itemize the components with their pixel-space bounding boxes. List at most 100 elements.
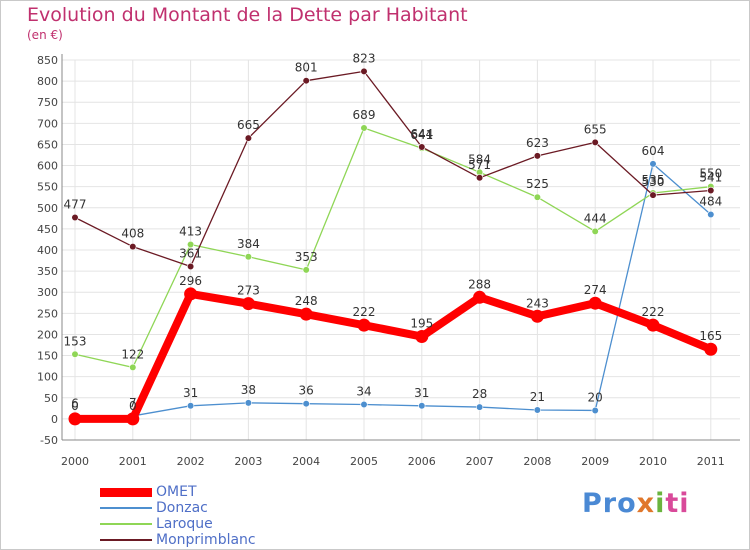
data-label-monprimblanc: 571 [468,158,491,172]
data-label-donzac: 28 [472,387,487,401]
data-point-omet [68,412,82,426]
data-label-monprimblanc: 823 [353,51,376,65]
data-point-laroque [591,227,599,236]
data-label-laroque: 525 [526,177,549,191]
data-point-omet [473,290,487,304]
legend-item-monprimblanc: Monprimblanc [100,532,360,548]
y-tick-label: 150 [37,350,58,363]
y-tick-label: 450 [37,223,58,236]
legend-item-laroque: Laroque [100,516,360,532]
y-tick-label: 600 [37,160,58,173]
data-label-monprimblanc: 408 [121,227,144,241]
logo-part-3: i [655,488,666,519]
data-label-monprimblanc: 801 [295,61,318,75]
data-point-donzac [302,400,310,408]
data-label-donzac: 484 [699,195,722,209]
x-tick-label: 2005 [350,455,378,468]
y-tick-label: 250 [37,307,58,320]
data-label-omet: 222 [353,305,376,319]
y-tick-label: 350 [37,265,58,278]
data-point-monprimblanc [302,77,310,85]
data-point-monprimblanc [707,186,715,195]
data-point-laroque [302,266,310,274]
data-label-laroque: 153 [64,334,87,348]
data-label-omet: 222 [642,305,665,319]
data-label-laroque: 122 [121,347,144,361]
x-tick-label: 2004 [292,455,320,468]
data-label-donzac: 604 [642,144,665,158]
logo-part-2: x [636,488,656,519]
data-label-monprimblanc: 644 [410,127,433,141]
x-tick-label: 2001 [119,455,147,468]
data-point-monprimblanc [71,213,79,222]
data-label-monprimblanc: 655 [584,122,607,136]
data-point-donzac [360,400,368,409]
legend-swatch-donzac [100,507,152,509]
data-label-laroque: 444 [584,211,607,225]
data-point-monprimblanc [244,134,252,142]
data-point-donzac [187,402,195,410]
y-tick-label: 50 [44,392,58,405]
data-point-monprimblanc [476,174,484,182]
data-label-laroque: 584 [468,152,491,166]
data-label-donzac: 6 [71,396,79,410]
data-point-monprimblanc [129,243,137,251]
x-tick-label: 2007 [466,455,494,468]
data-label-laroque: 353 [295,250,318,264]
data-point-monprimblanc [360,67,368,75]
data-label-monprimblanc: 477 [64,197,87,211]
y-tick-label: 700 [37,117,58,130]
data-point-laroque [187,240,195,249]
y-tick-label: 850 [37,54,58,67]
data-label-omet: 165 [699,329,722,343]
data-label-donzac: 31 [414,386,429,400]
data-point-omet [588,296,602,310]
data-point-donzac [707,210,715,219]
data-point-donzac [476,403,484,411]
data-label-donzac: 20 [588,390,603,404]
legend-label-monprimblanc: Monprimblanc [156,532,256,548]
data-point-monprimblanc [418,143,426,151]
x-tick-label: 2009 [581,455,609,468]
data-point-omet [415,330,429,344]
data-point-monprimblanc [533,152,542,160]
data-point-monprimblanc [591,138,599,146]
y-tick-label: 300 [37,286,58,299]
series-line-donzac [74,163,712,418]
y-tick-label: 100 [37,371,58,384]
data-label-monprimblanc: 665 [237,118,260,132]
data-label-omet: 248 [295,294,318,308]
y-tick-label: 750 [37,96,58,109]
data-label-omet: 274 [584,283,607,297]
data-label-donzac: 34 [356,385,371,399]
y-tick-label: 550 [37,181,58,194]
data-point-donzac [533,406,542,414]
x-tick-label: 2002 [177,455,205,468]
data-point-laroque [360,124,368,132]
data-point-donzac [591,406,599,415]
y-tick-label: 650 [37,138,58,151]
data-point-monprimblanc [187,262,195,271]
data-label-donzac: 31 [183,386,198,400]
legend-swatch-laroque [100,523,152,525]
data-point-omet [241,297,255,311]
data-point-omet [704,342,718,356]
data-label-monprimblanc: 530 [642,175,665,189]
data-point-omet [184,287,198,301]
data-label-omet: 195 [410,317,433,331]
data-label-monprimblanc: 361 [179,246,202,260]
legend-swatch-monprimblanc [100,539,152,541]
data-label-monprimblanc: 541 [699,170,722,184]
chart-subtitle: (en €) [27,28,63,42]
legend-label-omet: OMET [156,484,197,500]
x-tick-label: 2006 [408,455,436,468]
data-point-laroque [533,193,542,201]
data-label-omet: 288 [468,277,491,291]
data-label-laroque: 641 [410,128,433,142]
series-line-laroque [74,127,712,369]
x-tick-label: 2003 [234,455,262,468]
proxiti-logo: Proxiti [582,488,690,519]
legend-swatch-omet [100,488,152,497]
data-point-donzac [649,160,657,168]
x-tick-label: 2008 [523,455,551,468]
